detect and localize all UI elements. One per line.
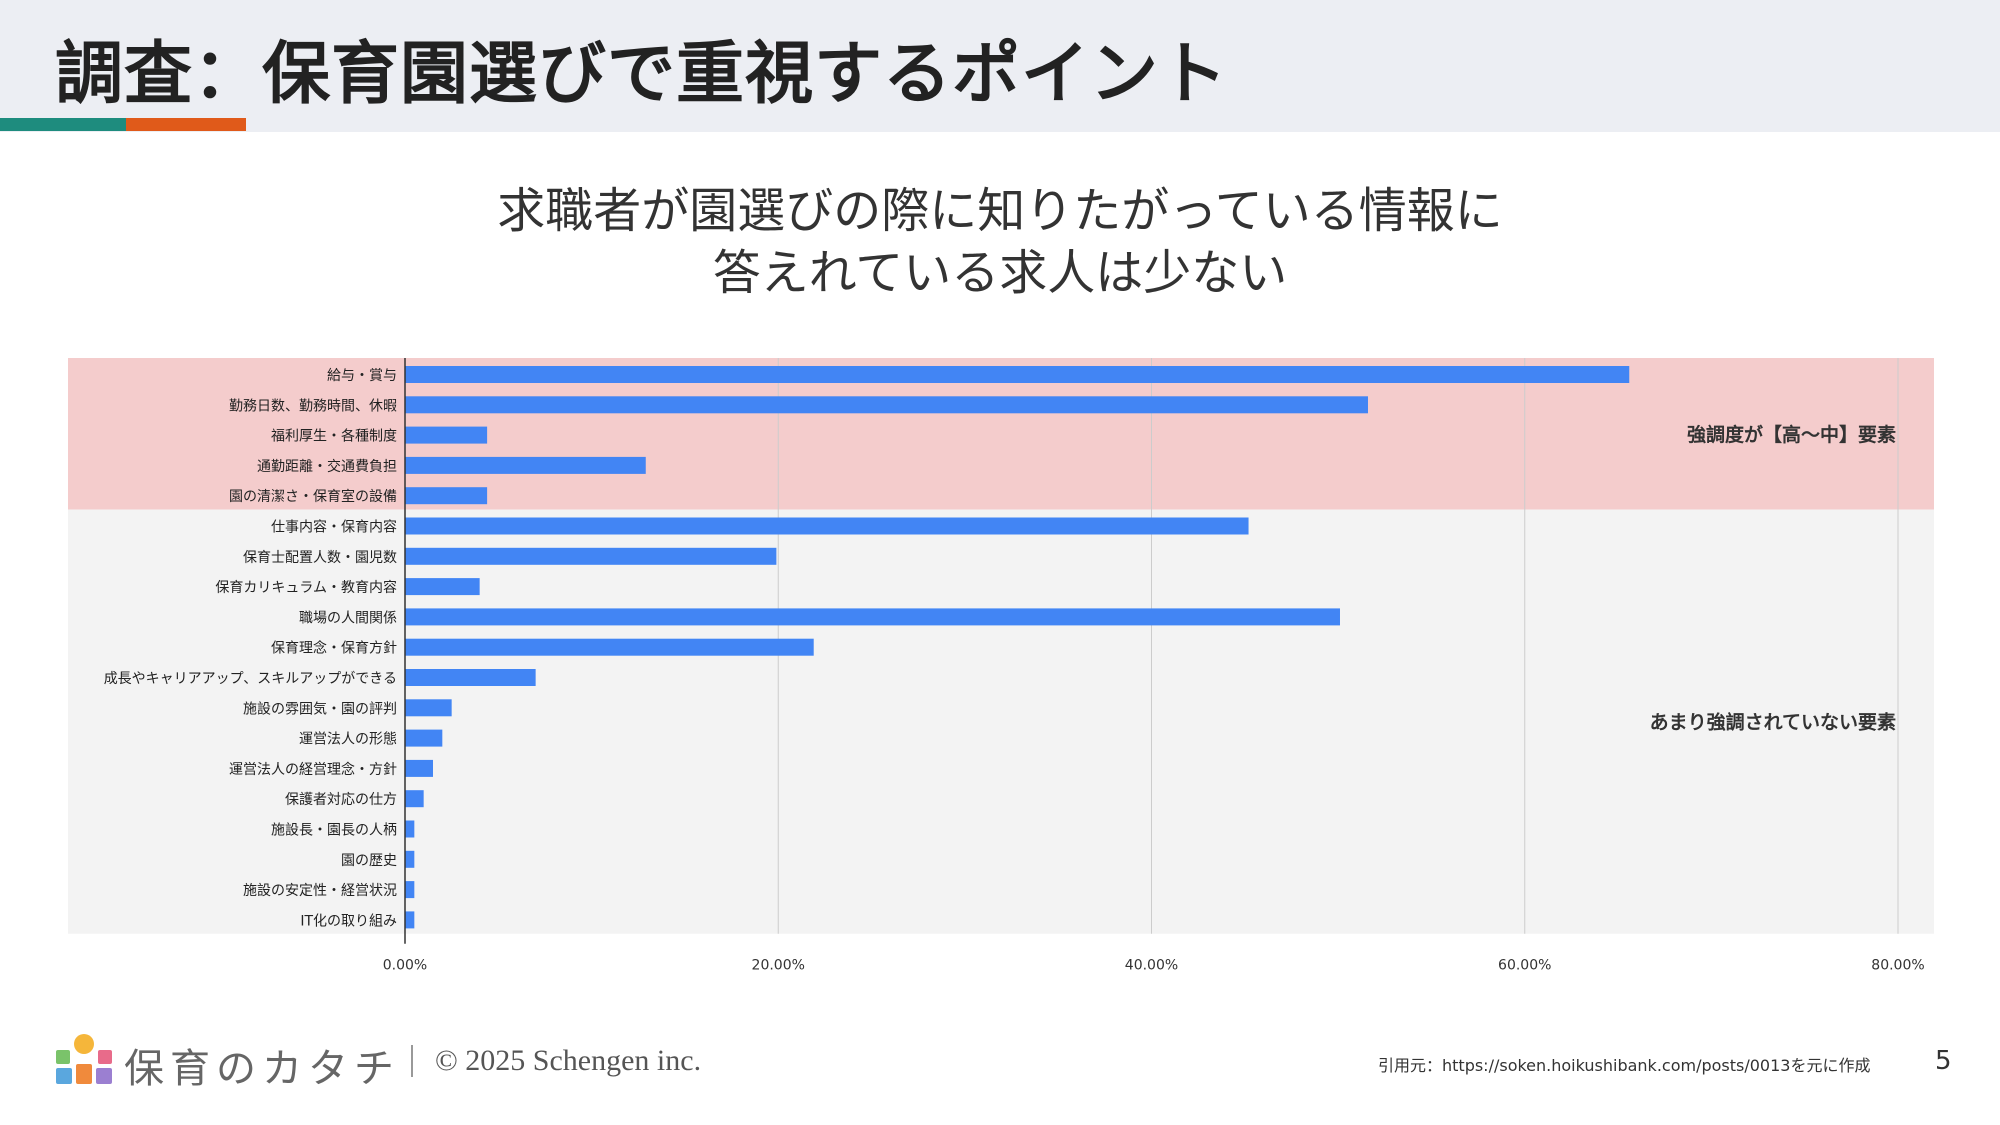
bar — [405, 699, 452, 717]
x-tick-label: 0.00% — [383, 958, 427, 974]
category-label: 施設長・園長の人柄 — [271, 823, 397, 839]
bar — [405, 820, 415, 838]
x-tick-label: 60.00% — [1498, 958, 1551, 974]
chart-subtitle: 求職者が園選びの際に知りたがっている情報に 答えれている求人は少ない — [0, 180, 2000, 304]
brand-name: 保育のカタチ — [124, 1046, 400, 1092]
category-label: 園の歴史 — [341, 853, 397, 869]
bar — [405, 517, 1249, 535]
category-label: IT化の取り組み — [300, 913, 397, 929]
bar — [405, 790, 424, 808]
category-label: 通勤距離・交通費負担 — [257, 458, 397, 475]
category-label: 園の清潔さ・保育室の設備 — [229, 488, 397, 505]
category-label: 給与・賞与 — [327, 368, 397, 384]
x-tick-label: 80.00% — [1871, 958, 1924, 974]
bar — [405, 881, 415, 899]
category-label: 保育カリキュラム・教育内容 — [215, 579, 397, 596]
group-label-2: あまり強調されていない要素 — [1650, 711, 1896, 734]
bar — [405, 547, 777, 565]
copyright-text: © 2025 Schengen inc. — [435, 1044, 702, 1077]
bar — [405, 729, 443, 747]
category-label: 運営法人の形態 — [299, 732, 397, 748]
group-band-2 — [68, 509, 1934, 934]
category-label: 運営法人の経営理念・方針 — [229, 761, 397, 778]
header-band — [0, 0, 2000, 132]
bar — [405, 608, 1340, 626]
category-label: 成長やキャリアアップ、スキルアップができる — [104, 671, 397, 687]
page-number: 5 — [1935, 1046, 1952, 1076]
group-label-1: 強調度が【高～中】要素 — [1687, 423, 1896, 446]
logo-icon — [56, 1034, 112, 1084]
accent-bar-orange — [126, 118, 246, 131]
footer-divider — [411, 1045, 413, 1077]
category-label: 施設の雰囲気・園の評判 — [243, 701, 397, 717]
category-label: 仕事内容・保育内容 — [271, 519, 397, 536]
bar — [405, 850, 415, 868]
bar — [405, 487, 488, 505]
x-tick-label: 40.00% — [1125, 958, 1178, 974]
category-label: 保育理念・保育方針 — [271, 640, 397, 657]
bar — [405, 578, 480, 596]
bar — [405, 638, 814, 656]
category-label: 勤務日数、勤務時間、休暇 — [229, 398, 397, 414]
bar — [405, 366, 1630, 383]
accent-bar-teal — [0, 118, 126, 131]
source-citation: 引用元：https://soken.hoikushibank.com/posts… — [1378, 1056, 1871, 1075]
bar — [405, 456, 646, 474]
group-band-1 — [68, 358, 1934, 510]
subtitle-line-2: 答えれている求人は少ない — [712, 245, 1288, 301]
bar — [405, 396, 1368, 414]
category-label: 福利厚生・各種制度 — [271, 429, 397, 445]
category-label: 保育士配置人数・園児数 — [243, 550, 397, 566]
bar — [405, 911, 415, 929]
subtitle-line-1: 求職者が園選びの際に知りたがっている情報に — [497, 183, 1503, 239]
bar — [405, 759, 433, 777]
bar-chart: 給与・賞与勤務日数、勤務時間、休暇福利厚生・各種制度通勤距離・交通費負担園の清潔… — [68, 358, 1934, 974]
page-title: 調査：保育園選びで重視するポイント — [55, 35, 1229, 114]
bar — [405, 669, 536, 686]
bar — [405, 426, 488, 444]
category-label: 保護者対応の仕方 — [285, 792, 397, 808]
category-label: 施設の安定性・経営状況 — [243, 883, 397, 899]
category-label: 職場の人間関係 — [299, 610, 397, 626]
x-tick-label: 20.00% — [752, 958, 805, 974]
